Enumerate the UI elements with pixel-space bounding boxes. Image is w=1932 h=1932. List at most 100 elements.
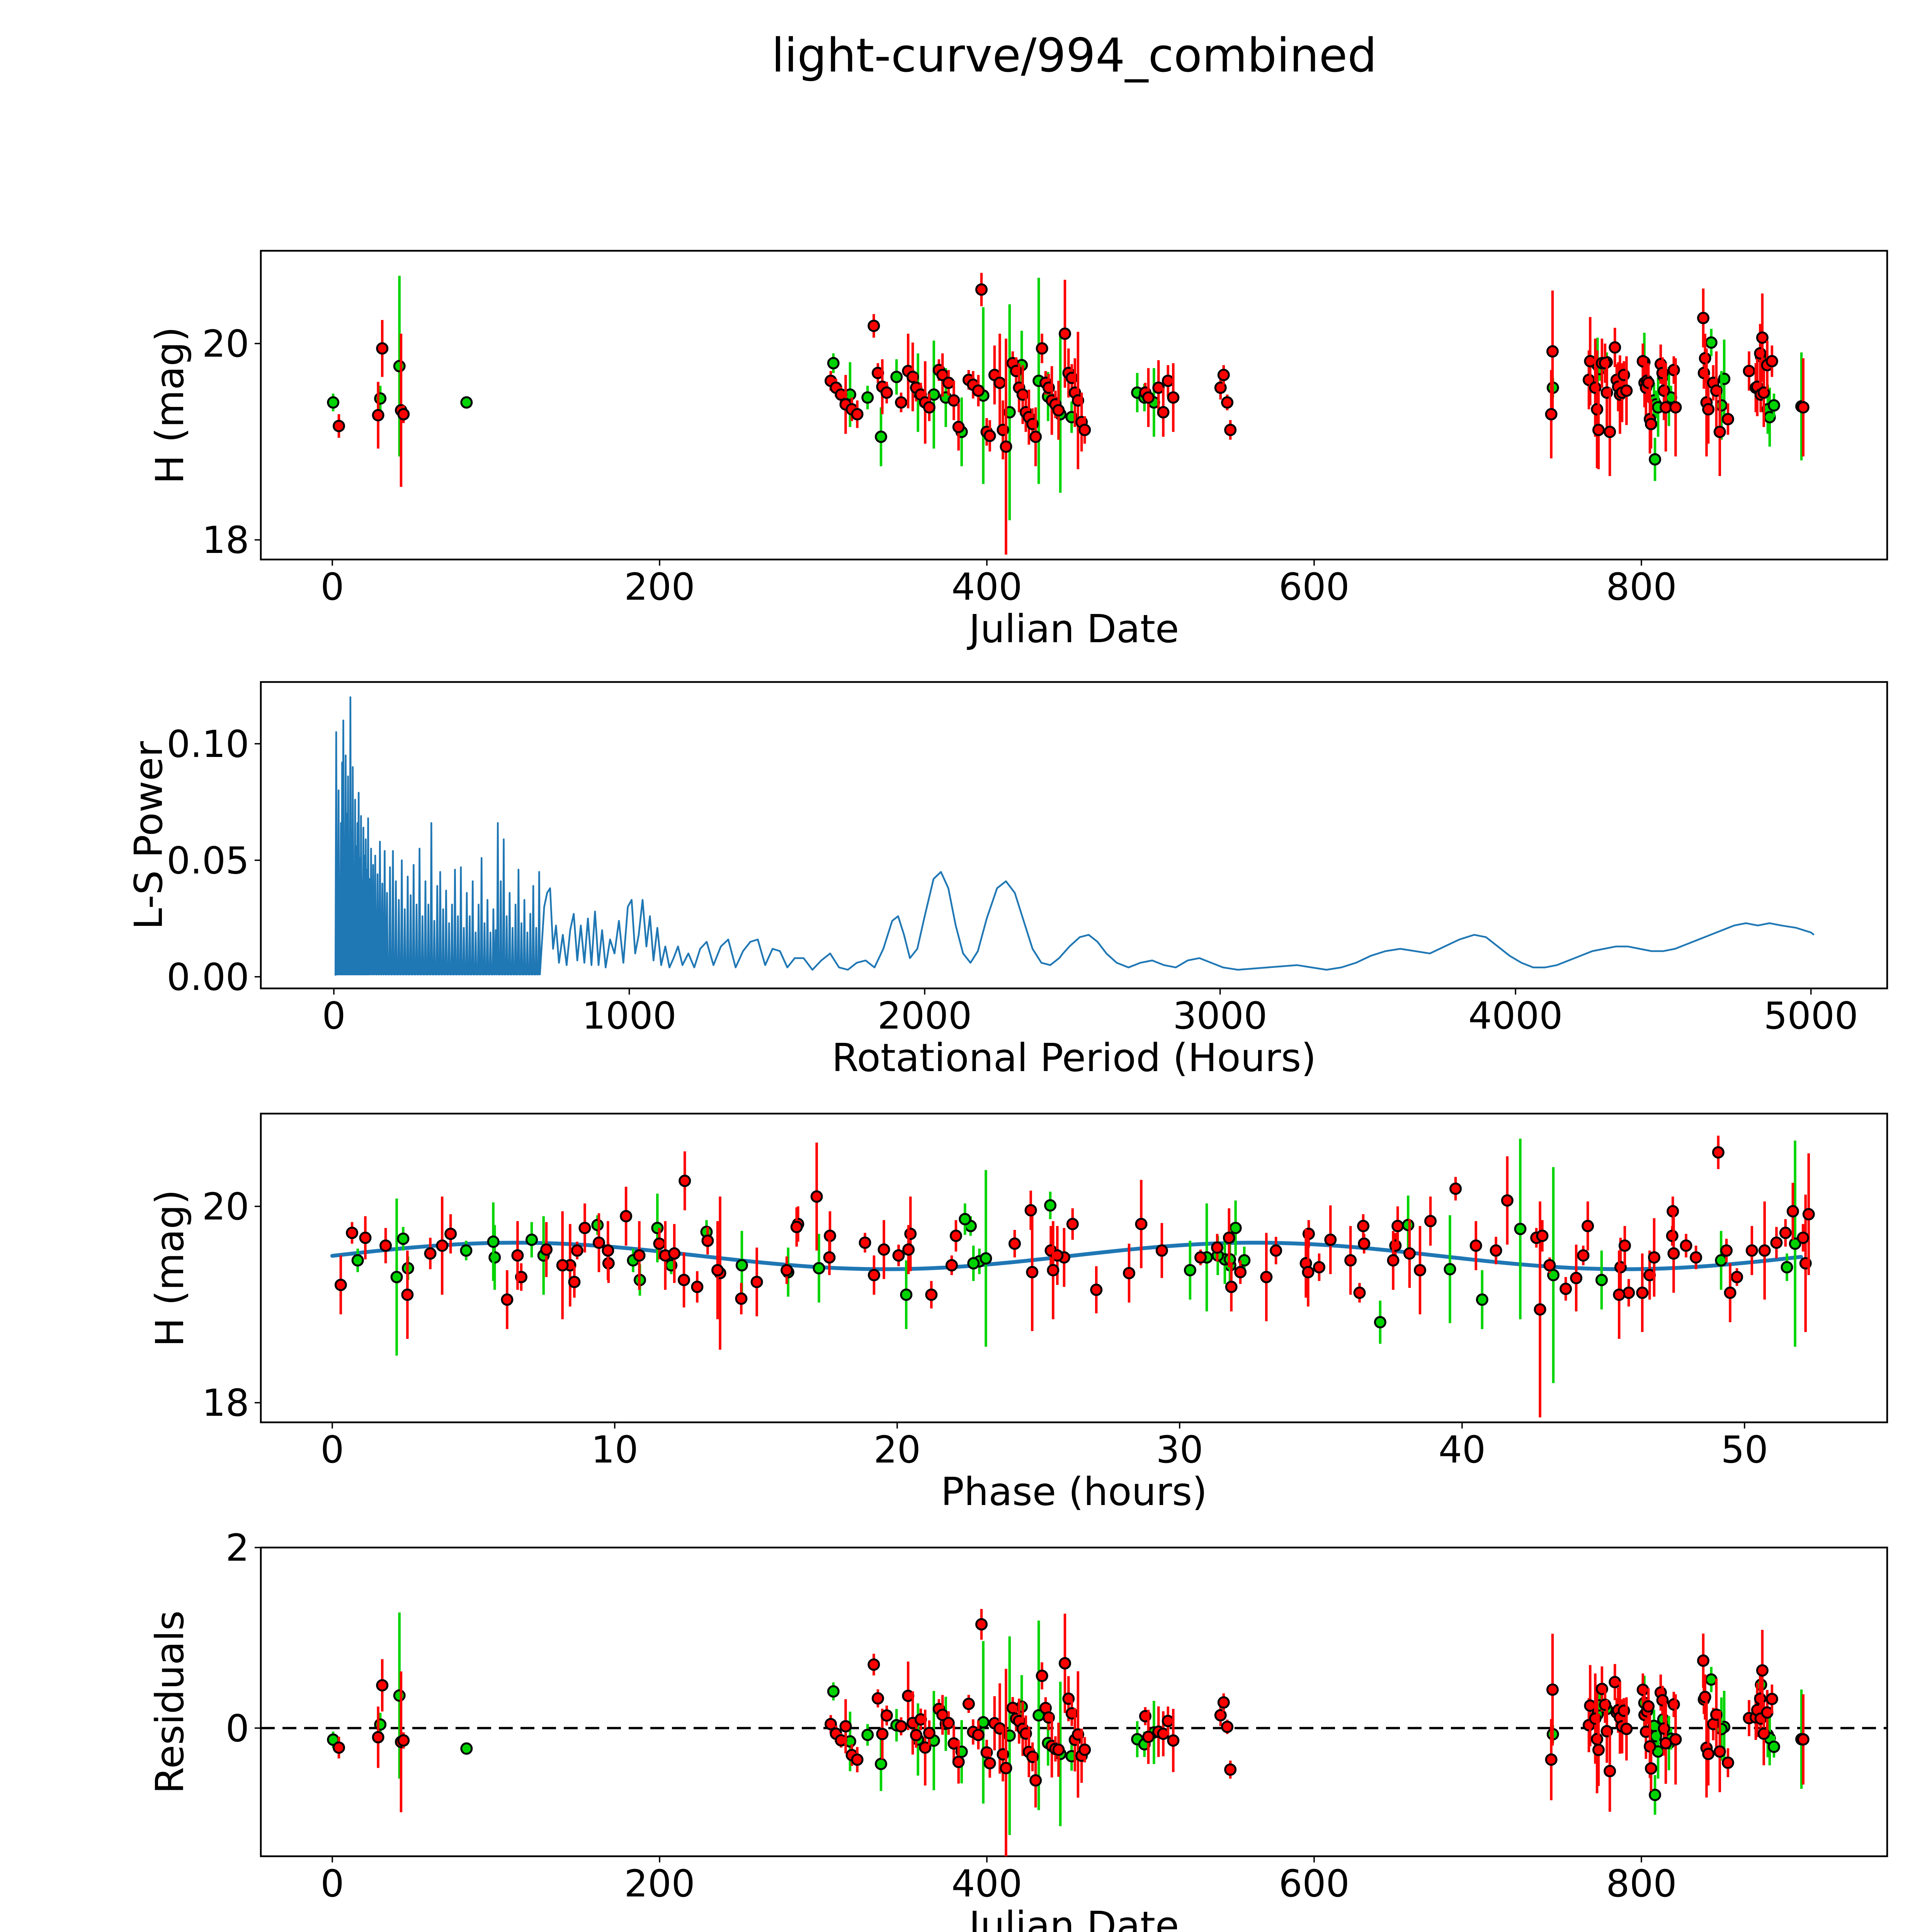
red-filter-data-point [1712,1146,1725,1159]
red-filter-data-point [1302,1266,1315,1279]
green-filter-data-point [1789,1237,1801,1250]
red-filter-data-point [1667,1247,1680,1260]
red-filter-data-point [810,1190,823,1203]
green-filter-data-point [900,1288,913,1301]
green-filter-data-point [1649,453,1662,466]
red-filter-data-point [1545,1753,1558,1766]
red-filter-data-point [750,1276,763,1288]
red-filter-data-point [346,1226,359,1239]
red-filter-data-point [1599,1699,1611,1711]
red-filter-data-point [1720,1244,1733,1257]
x-tick-label: 4000 [1468,994,1563,1037]
red-filter-data-point [1217,1696,1230,1709]
green-filter-data-point [1705,1673,1718,1686]
red-filter-data-point [993,376,1006,389]
red-filter-data-point [1618,1239,1631,1252]
red-filter-data-point [983,429,996,442]
red-filter-data-point [1648,1251,1660,1264]
red-filter-data-point [620,1210,633,1223]
red-filter-data-point [1721,413,1734,425]
x-tick-label: 40 [1439,1428,1486,1471]
subplot-periodogram: 0 1000 2000 3000 4000 5000 0.00 0.05 0.10 [167,681,1888,1037]
green-filter-data-point [1715,399,1728,412]
red-filter-data-point [1224,423,1237,436]
red-filter-data-point [556,1259,569,1272]
red-filter-data-point [1721,1756,1734,1769]
red-filter-data-point [824,1718,837,1730]
red-filter-data-point [867,320,880,332]
green-filter-data-point [374,392,387,405]
green-filter-data-point [1238,1254,1251,1267]
red-filter-data-point [1403,1247,1416,1260]
red-filter-data-point [1786,1205,1799,1218]
red-filter-data-point [942,376,955,389]
subplot3-ylabel: H (mag) [147,1189,192,1347]
red-filter-data-point [1613,1288,1626,1301]
green-filter-data-point [327,396,340,409]
red-filter-data-point [1797,1231,1810,1244]
y-tick-label: 20 [202,1185,249,1228]
green-filter-data-point [390,1271,403,1283]
green-filter-data-point [1705,336,1718,349]
x-tick-label: 0 [322,994,345,1037]
red-filter-data-point [1577,1249,1590,1262]
red-filter-data-point [1620,384,1633,397]
red-filter-data-point [1779,1226,1792,1239]
y-tick-label: 2 [226,1526,249,1570]
red-filter-data-point [1194,1251,1207,1264]
red-filter-data-point [1697,1654,1710,1667]
red-filter-data-point [1636,1286,1649,1299]
red-filter-data-point [444,1228,457,1240]
green-filter-data-point [1649,1789,1662,1801]
red-filter-data-point [1622,1286,1635,1299]
red-filter-data-point [540,1243,553,1256]
green-filter-data-point [813,1262,825,1275]
red-filter-data-point [952,421,965,434]
red-filter-data-point [1029,1774,1042,1787]
red-filter-data-point [1545,408,1558,420]
axes-spines [260,681,1888,990]
red-filter-data-point [376,1679,389,1692]
red-filter-data-point [1604,425,1616,438]
red-filter-data-point [1270,1244,1282,1257]
red-filter-data-point [679,1175,691,1187]
y-tick-label: 18 [202,1381,249,1425]
y-tick-label: 0 [226,1707,249,1750]
y-tick-label: 0.10 [167,723,249,766]
red-filter-data-point [1642,376,1655,389]
red-filter-data-point [880,386,893,399]
red-filter-data-point [1642,1700,1655,1713]
green-filter-data-point [827,357,840,369]
red-filter-data-point [1324,1233,1337,1246]
green-filter-data-point [488,1251,501,1264]
red-filter-data-point [952,1755,965,1768]
red-filter-data-point [333,420,345,432]
red-filter-data-point [1157,406,1170,418]
red-filter-data-point [1797,1733,1810,1746]
red-filter-data-point [1047,1264,1060,1277]
green-filter-data-point [735,1259,748,1272]
red-filter-data-point [1214,1709,1227,1722]
red-filter-data-point [1765,1692,1778,1705]
red-filter-data-point [823,1230,836,1242]
red-filter-data-point [1546,1683,1559,1696]
red-filter-data-point [962,1697,975,1710]
red-filter-data-point [781,1264,793,1277]
red-filter-data-point [1667,1698,1680,1711]
red-filter-data-point [975,1618,988,1631]
subplot-phased-lightcurve: 0 10 20 30 40 50 18 20 [202,1112,1888,1471]
green-filter-data-point [487,1235,500,1248]
red-filter-data-point [1142,1730,1155,1743]
red-filter-data-point [1743,365,1755,378]
red-filter-data-point [1570,1272,1583,1284]
red-filter-data-point [1078,1743,1091,1756]
red-filter-data-point [902,1243,915,1256]
red-filter-data-point [1536,1230,1549,1242]
red-filter-data-point [1636,1684,1649,1696]
green-filter-data-point [526,1233,538,1246]
red-filter-data-point [919,1741,932,1754]
red-filter-data-point [436,1239,449,1252]
x-tick-label: 800 [1606,565,1677,609]
green-filter-data-point [980,1252,992,1265]
green-filter-data-point [1767,399,1780,412]
